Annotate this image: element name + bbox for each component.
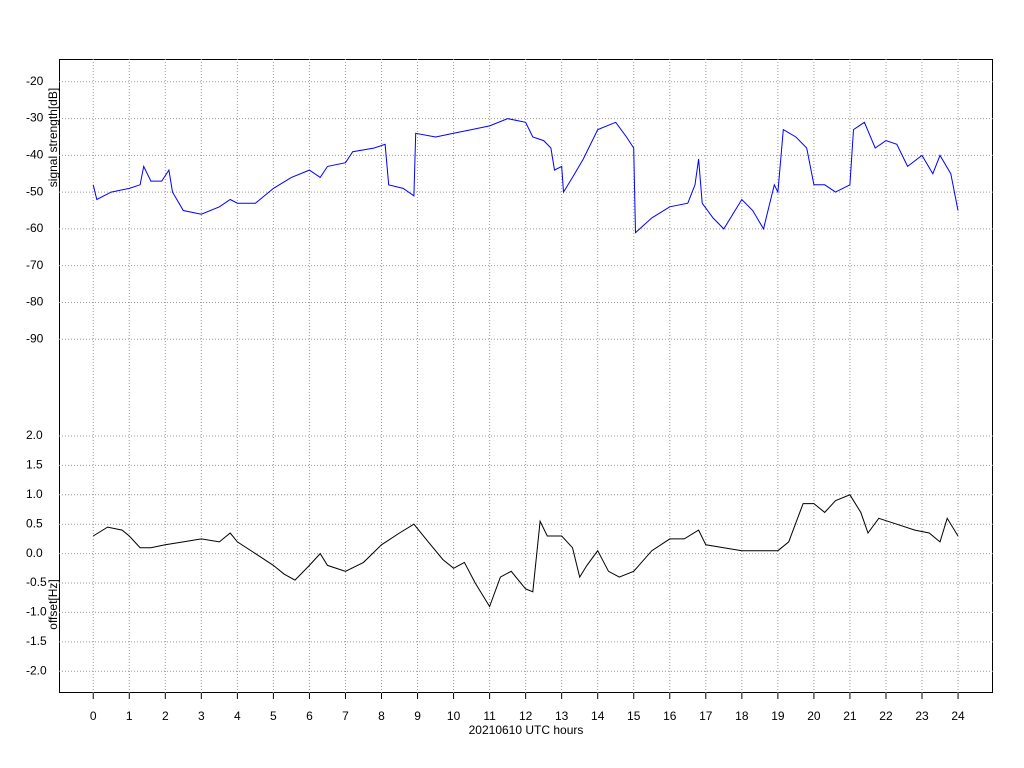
y-tick-label: -0.5	[26, 575, 47, 589]
y-tick-label: -30	[26, 111, 44, 125]
x-tick-label: 1	[126, 709, 133, 723]
x-tick-label: 13	[555, 709, 569, 723]
y-tick-label: 1.0	[26, 487, 43, 501]
x-tick-label: 19	[771, 709, 785, 723]
y-axis-label: offset[Hz]	[46, 579, 60, 629]
x-tick-label: 10	[447, 709, 461, 723]
x-tick-label: 18	[735, 709, 749, 723]
x-tick-label: 3	[198, 709, 205, 723]
y-tick-label: 0.5	[26, 516, 43, 530]
x-tick-label: 11	[483, 709, 496, 723]
y-tick-label: -70	[26, 258, 44, 272]
x-tick-label: 17	[699, 709, 713, 723]
x-tick-label: 9	[414, 709, 421, 723]
y-tick-label: -1.0	[26, 605, 47, 619]
y-tick-label: -1.5	[26, 634, 47, 648]
x-tick-label: 14	[591, 709, 605, 723]
x-tick-label: 16	[663, 709, 677, 723]
y-axis-label: signal strength[dB]	[46, 88, 60, 187]
plot-frame	[59, 59, 993, 693]
x-tick-label: 7	[342, 709, 349, 723]
y-tick-label: 0.0	[26, 546, 43, 560]
y-tick-label: -2.0	[26, 663, 47, 677]
x-tick-label: 20	[807, 709, 821, 723]
x-tick-label: 24	[951, 709, 965, 723]
x-tick-label: 12	[519, 709, 533, 723]
y-tick-label: -20	[26, 74, 44, 88]
x-tick-label: 23	[915, 709, 929, 723]
x-tick-label: 6	[306, 709, 313, 723]
y-tick-label: -90	[26, 331, 44, 345]
x-tick-label: 4	[234, 709, 241, 723]
y-tick-label: -50	[26, 184, 44, 198]
x-tick-label: 2	[162, 709, 169, 723]
y-tick-label: -40	[26, 148, 44, 162]
x-tick-label: 0	[90, 709, 97, 723]
data-line	[92, 118, 959, 234]
x-axis-label: 20210610 UTC hours	[469, 723, 584, 737]
x-tick-label: 21	[843, 709, 857, 723]
x-tick-label: 8	[378, 709, 385, 723]
y-tick-label: -60	[26, 221, 44, 235]
x-tick-label: 5	[270, 709, 277, 723]
x-tick-label: 15	[627, 709, 641, 723]
y-tick-label: 1.5	[26, 458, 43, 472]
y-tick-label: -80	[26, 295, 44, 309]
y-tick-label: 2.0	[26, 428, 43, 442]
data-line	[92, 494, 959, 608]
x-tick-label: 22	[879, 709, 893, 723]
